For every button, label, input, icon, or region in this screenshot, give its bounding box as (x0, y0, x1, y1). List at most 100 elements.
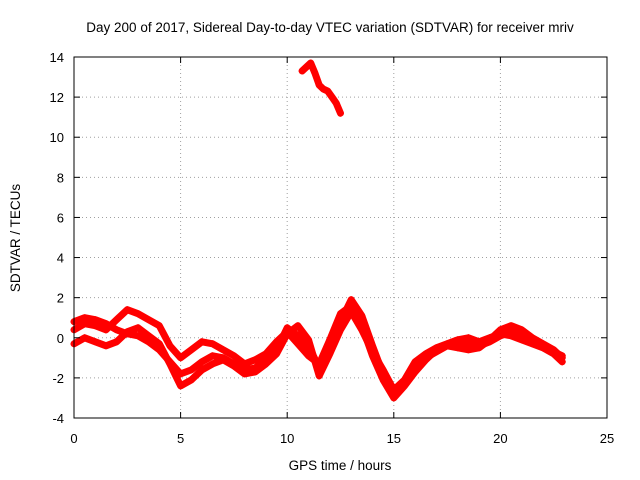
data-point (464, 346, 472, 354)
data-point (134, 332, 142, 340)
y-axis-label: SDTVAR / TECUs (8, 184, 23, 293)
data-point (347, 296, 355, 304)
data-point (315, 81, 323, 89)
data-point (230, 362, 238, 370)
data-point (294, 340, 302, 348)
data-point (251, 368, 259, 376)
data-point (219, 346, 227, 354)
data-point (486, 334, 494, 342)
data-point (539, 344, 547, 352)
data-point (454, 344, 462, 352)
data-point (145, 332, 153, 340)
data-point (315, 372, 323, 380)
data-point (262, 360, 270, 368)
data-point (187, 366, 195, 374)
y-tick-label: 0 (57, 331, 64, 346)
data-point (326, 336, 334, 344)
y-tick-label: 14 (50, 50, 64, 65)
data-point (518, 336, 526, 344)
data-point (187, 376, 195, 384)
y-tick-label: 2 (57, 291, 64, 306)
data-point (102, 326, 110, 334)
data-series (70, 59, 566, 402)
series-line (70, 296, 566, 400)
data-point (81, 314, 89, 322)
y-tick-label: 4 (57, 251, 64, 266)
data-point (324, 87, 332, 95)
data-point (123, 306, 131, 314)
data-point (134, 324, 142, 332)
data-point (113, 338, 121, 346)
data-point (177, 382, 185, 390)
data-point (347, 302, 355, 310)
data-point (528, 340, 536, 348)
data-point (230, 352, 238, 360)
data-point (326, 350, 334, 358)
data-point (273, 338, 281, 346)
data-point (311, 69, 319, 77)
data-point (102, 342, 110, 350)
data-point (294, 322, 302, 330)
x-tick-label: 0 (70, 431, 77, 446)
data-point (390, 394, 398, 402)
y-tick-label: 10 (50, 130, 64, 145)
x-tick-label: 25 (600, 431, 614, 446)
data-point (187, 346, 195, 354)
data-point (166, 360, 174, 368)
data-point (91, 316, 99, 324)
data-point (113, 326, 121, 334)
data-point (422, 350, 430, 358)
series-track-1 (70, 296, 566, 400)
x-tick-label: 10 (280, 431, 294, 446)
series-track-2 (70, 302, 566, 402)
data-point (219, 356, 227, 364)
y-tick-label: -2 (52, 371, 64, 386)
data-point (347, 308, 355, 316)
data-point (283, 330, 291, 338)
x-tick-label: 5 (177, 431, 184, 446)
data-point (358, 326, 366, 334)
plot-frame (73, 56, 608, 419)
y-tick-label: 12 (50, 90, 64, 105)
data-point (368, 348, 376, 356)
data-point (518, 326, 526, 334)
data-point (475, 344, 483, 352)
y-tick-label: 6 (57, 210, 64, 225)
data-point (209, 340, 217, 348)
data-point (443, 340, 451, 348)
data-point (209, 352, 217, 360)
data-point (550, 350, 558, 358)
data-point (411, 358, 419, 366)
data-point (241, 360, 249, 368)
data-point (177, 354, 185, 362)
data-point (198, 366, 206, 374)
data-point (337, 310, 344, 318)
data-point (379, 366, 387, 374)
data-point (328, 93, 336, 101)
data-point (155, 340, 163, 348)
series-track-4 (298, 59, 344, 117)
data-point (198, 358, 206, 366)
series-track-3 (70, 308, 566, 394)
data-point (209, 360, 217, 368)
data-point (496, 330, 504, 338)
data-point (558, 358, 566, 366)
data-point (337, 326, 344, 334)
data-point (390, 386, 398, 394)
data-point (305, 336, 313, 344)
data-point (155, 322, 163, 330)
data-point (81, 334, 89, 342)
series-line (298, 59, 344, 117)
data-point (454, 336, 462, 344)
data-point (273, 350, 281, 358)
data-point (81, 320, 89, 328)
series-line (70, 308, 566, 394)
data-point (475, 338, 483, 346)
data-point (113, 316, 121, 324)
data-point (332, 99, 340, 107)
data-point (400, 376, 408, 384)
data-point (91, 322, 99, 330)
data-point (302, 63, 310, 71)
data-point (166, 342, 174, 350)
